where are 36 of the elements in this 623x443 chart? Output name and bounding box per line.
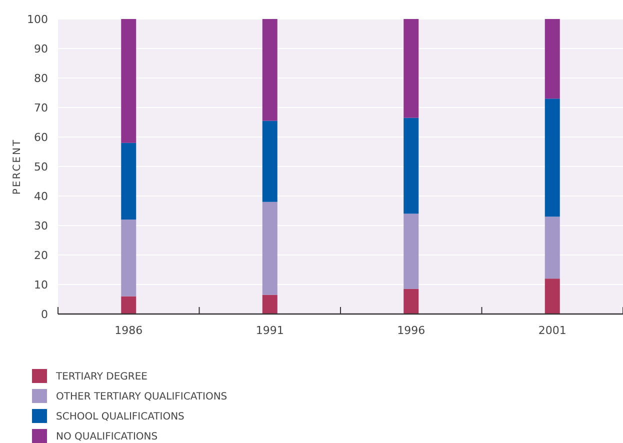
- legend-label: OTHER TERTIARY QUALIFICATIONS: [56, 392, 228, 402]
- x-tick-label: 1996: [397, 324, 426, 337]
- y-tick-label: 40: [34, 190, 48, 203]
- legend-label: TERTIARY DEGREE: [55, 372, 148, 382]
- bar: [544, 216, 560, 279]
- bar: [404, 118, 419, 214]
- y-tick-label: 70: [34, 101, 48, 114]
- y-tick-label: 100: [27, 12, 48, 26]
- bar: [544, 19, 560, 99]
- x-tick-label: 2001: [538, 324, 566, 337]
- bar: [262, 19, 278, 121]
- bar: [544, 98, 560, 217]
- y-tick-label: 0: [41, 308, 48, 321]
- x-tick-label: 1991: [256, 324, 284, 337]
- y-tick-label: 10: [34, 278, 48, 292]
- legend-label: NO QUALIFICATIONS: [56, 432, 158, 442]
- bar: [262, 120, 278, 202]
- x-tick-label: 1986: [114, 324, 143, 337]
- legend-label: SCHOOL QUALIFICATIONS: [56, 412, 184, 422]
- bar: [404, 19, 419, 118]
- bar: [262, 202, 278, 295]
- bar: [121, 142, 136, 220]
- bar: [262, 294, 278, 314]
- y-tick-label: 80: [34, 72, 48, 85]
- bar: [404, 288, 419, 314]
- y-tick-label: 50: [34, 160, 48, 174]
- bar: [544, 278, 560, 314]
- y-axis-title: PERCENT: [12, 138, 23, 195]
- y-tick-label: 20: [34, 248, 48, 262]
- bar: [121, 220, 136, 296]
- bar: [121, 19, 136, 143]
- y-tick-label: 30: [34, 219, 48, 232]
- bar: [404, 214, 419, 289]
- y-tick-label: 90: [34, 42, 48, 56]
- bar: [121, 296, 136, 314]
- y-tick-label: 60: [34, 130, 48, 144]
